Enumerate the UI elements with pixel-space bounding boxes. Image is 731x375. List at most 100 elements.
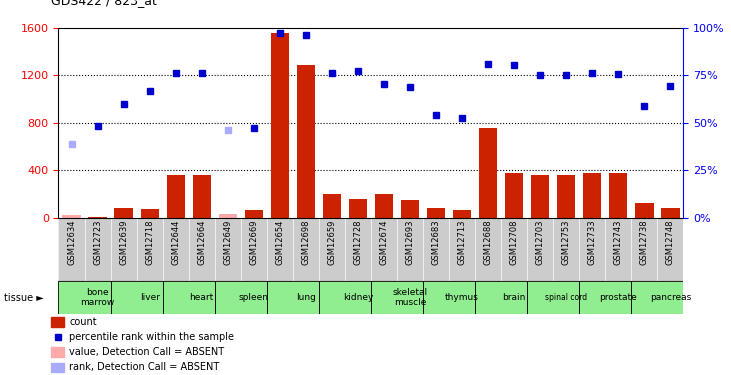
Text: value, Detection Call = ABSENT: value, Detection Call = ABSENT	[69, 347, 224, 357]
Text: rank, Detection Call = ABSENT: rank, Detection Call = ABSENT	[69, 362, 220, 372]
Bar	[557, 175, 575, 217]
Bar	[267, 217, 293, 281]
Bar	[115, 208, 133, 218]
Bar	[657, 217, 683, 281]
Text: spinal cord: spinal cord	[545, 293, 588, 302]
Bar	[267, 281, 319, 314]
Bar	[371, 217, 397, 281]
Bar	[167, 175, 185, 217]
Bar	[505, 172, 523, 217]
Text: pancreas: pancreas	[650, 293, 691, 302]
Text: liver: liver	[140, 293, 159, 302]
Text: GSM12753: GSM12753	[562, 219, 571, 265]
Text: kidney: kidney	[343, 293, 373, 302]
Text: GSM12683: GSM12683	[431, 219, 441, 265]
Text: GSM12654: GSM12654	[276, 219, 284, 265]
Bar	[475, 217, 501, 281]
Text: GSM12644: GSM12644	[171, 219, 180, 265]
Text: tissue ►: tissue ►	[4, 293, 43, 303]
Bar	[219, 214, 237, 217]
Bar	[371, 281, 423, 314]
Bar	[110, 217, 137, 281]
Bar	[479, 128, 497, 218]
Bar	[245, 210, 263, 218]
Bar	[189, 217, 215, 281]
Text: GSM12639: GSM12639	[119, 219, 128, 265]
Bar	[58, 217, 85, 281]
Text: spleen: spleen	[239, 293, 269, 302]
Bar	[531, 175, 550, 217]
Bar	[527, 217, 553, 281]
Bar	[401, 200, 419, 217]
Text: count: count	[69, 317, 97, 327]
Bar	[319, 281, 371, 314]
Text: GSM12698: GSM12698	[301, 219, 311, 265]
Text: GSM12713: GSM12713	[458, 219, 466, 265]
Bar	[553, 217, 579, 281]
Bar	[51, 363, 64, 372]
Text: GSM12659: GSM12659	[327, 219, 336, 265]
Text: bone
marrow: bone marrow	[80, 288, 115, 308]
Bar	[423, 281, 475, 314]
Text: GSM12738: GSM12738	[640, 219, 649, 265]
Bar	[423, 217, 449, 281]
Text: GSM12728: GSM12728	[354, 219, 363, 265]
Bar	[345, 217, 371, 281]
Bar	[427, 208, 445, 218]
Text: GSM12664: GSM12664	[197, 219, 206, 265]
Text: GDS422 / 823_at: GDS422 / 823_at	[51, 0, 157, 8]
Text: GSM12743: GSM12743	[614, 219, 623, 265]
Bar	[453, 210, 471, 218]
Bar	[215, 281, 267, 314]
Text: GSM12748: GSM12748	[666, 219, 675, 265]
Bar	[58, 281, 110, 314]
Text: GSM12688: GSM12688	[484, 219, 493, 265]
Bar	[51, 317, 64, 327]
Bar	[375, 194, 393, 217]
Text: thymus: thymus	[445, 293, 479, 302]
Bar	[62, 215, 80, 217]
Text: GSM12718: GSM12718	[145, 219, 154, 265]
Bar	[583, 172, 602, 217]
Text: GSM12693: GSM12693	[406, 219, 414, 265]
Text: GSM12649: GSM12649	[223, 219, 232, 265]
Bar	[632, 281, 683, 314]
Bar	[297, 65, 315, 218]
Bar	[323, 194, 341, 217]
Text: GSM12634: GSM12634	[67, 219, 76, 265]
Bar	[85, 217, 110, 281]
Bar	[137, 217, 162, 281]
Text: GSM12703: GSM12703	[536, 219, 545, 265]
Bar	[349, 199, 367, 217]
Bar	[215, 217, 240, 281]
Bar	[162, 217, 189, 281]
Bar	[140, 209, 159, 218]
Text: GSM12669: GSM12669	[249, 219, 258, 265]
Bar	[51, 347, 64, 357]
Text: brain: brain	[502, 293, 526, 302]
Bar	[609, 172, 627, 217]
Text: skeletal
muscle: skeletal muscle	[393, 288, 428, 308]
Text: GSM12708: GSM12708	[510, 219, 519, 265]
Text: prostate: prostate	[599, 293, 637, 302]
Bar	[579, 281, 632, 314]
Text: lung: lung	[296, 293, 316, 302]
Bar	[475, 281, 527, 314]
Bar	[270, 33, 289, 218]
Text: GSM12674: GSM12674	[379, 219, 388, 265]
Bar	[579, 217, 605, 281]
Text: percentile rank within the sample: percentile rank within the sample	[69, 332, 235, 342]
Bar	[240, 217, 267, 281]
Bar	[397, 217, 423, 281]
Bar	[293, 217, 319, 281]
Bar	[605, 217, 632, 281]
Bar	[527, 281, 579, 314]
Text: GSM12733: GSM12733	[588, 219, 596, 265]
Bar	[501, 217, 527, 281]
Text: GSM12723: GSM12723	[93, 219, 102, 265]
Bar	[162, 281, 215, 314]
Bar	[319, 217, 345, 281]
Bar	[662, 208, 680, 218]
Bar	[449, 217, 475, 281]
Bar	[635, 203, 654, 217]
